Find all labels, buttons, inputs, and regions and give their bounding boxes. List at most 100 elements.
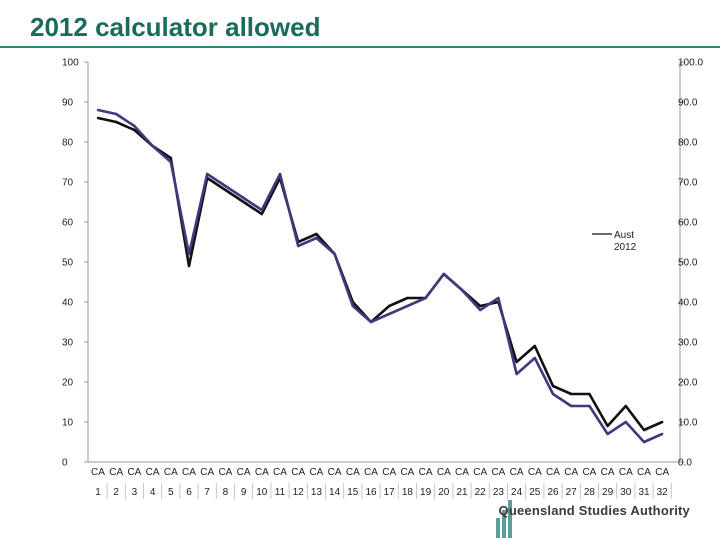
- x-tick-label: 1: [95, 487, 101, 498]
- x-tick-label-prefix: CA: [582, 467, 596, 478]
- data-point-2012: [115, 112, 118, 116]
- y-tick-label-right: 100.0: [678, 58, 703, 69]
- x-tick-label: 7: [204, 487, 210, 498]
- logo-mark: [496, 500, 516, 538]
- x-tick-label: 20: [438, 487, 450, 498]
- plot-area: [87, 62, 681, 463]
- data-point-2012: [224, 184, 227, 188]
- x-tick-label: 18: [402, 487, 414, 498]
- data-point-2012: [242, 196, 245, 200]
- data-point-aust: [606, 424, 609, 428]
- data-point-2012: [479, 308, 482, 312]
- x-tick-label: 16: [365, 487, 377, 498]
- series-line-aust: [97, 116, 663, 432]
- x-tick-label: 26: [547, 487, 559, 498]
- data-point-aust: [642, 428, 646, 432]
- data-point-2012: [369, 320, 373, 324]
- x-tick-label-prefix: CA: [364, 467, 378, 478]
- x-tick-label-prefix: CA: [601, 467, 615, 478]
- x-tick-label: 30: [620, 487, 632, 498]
- y-tick-label-right: 90.0: [678, 98, 698, 109]
- x-tick-label-prefix: CA: [473, 467, 487, 478]
- data-point-2012: [351, 304, 354, 308]
- data-point-2012: [96, 108, 100, 112]
- data-point-2012: [260, 208, 263, 212]
- data-point-aust: [224, 188, 227, 192]
- y-tick-label-right: 40.0: [678, 298, 698, 309]
- y-tick-label-right: 80.0: [678, 138, 698, 149]
- x-axis: CA 1 CA 2 CA 3 CA 4 CA 5 CA 6 CA 7 CA 8 CA 9 CA 10 CA 11 CA 12 C…: [91, 467, 672, 499]
- x-tick-label-prefix: CA: [437, 467, 451, 478]
- x-tick-label: 31: [638, 487, 650, 498]
- organization-logo: Queensland Studies Authority: [498, 503, 690, 518]
- data-point-aust: [570, 392, 573, 396]
- x-tick-label-prefix: CA: [455, 467, 469, 478]
- legend: Aust 2012: [592, 230, 637, 253]
- x-tick-label: 2: [113, 487, 119, 498]
- x-tick-label-prefix: CA: [546, 467, 560, 478]
- data-point-aust: [242, 200, 245, 204]
- data-point-aust: [479, 304, 482, 308]
- data-point-aust: [624, 404, 627, 408]
- x-tick-label-prefix: CA: [619, 467, 633, 478]
- x-tick-label-prefix: CA: [255, 467, 269, 478]
- y-tick-label-right: 30.0: [678, 338, 698, 349]
- data-point-2012: [151, 144, 154, 148]
- x-tick-label-prefix: CA: [309, 467, 323, 478]
- x-tick-label-prefix: CA: [91, 467, 105, 478]
- x-tick-label: 3: [132, 487, 138, 498]
- x-tick-label: 13: [311, 487, 323, 498]
- x-tick-label: 17: [384, 487, 396, 498]
- x-tick-label-prefix: CA: [328, 467, 342, 478]
- y-tick-label-right: 10.0: [678, 418, 698, 429]
- y-tick-label-right: 50.0: [678, 258, 698, 269]
- x-tick-label-prefix: CA: [218, 467, 232, 478]
- data-point-2012: [133, 124, 136, 128]
- x-tick-label: 23: [493, 487, 505, 498]
- data-point-aust: [169, 156, 172, 160]
- data-point-2012: [515, 372, 518, 376]
- data-point-aust: [661, 420, 664, 424]
- x-tick-label-prefix: CA: [346, 467, 360, 478]
- data-point-2012: [642, 440, 646, 444]
- x-tick-label: 6: [186, 487, 192, 498]
- x-tick-label-prefix: CA: [146, 467, 160, 478]
- x-tick-label: 29: [602, 487, 614, 498]
- x-tick-label: 22: [475, 487, 487, 498]
- x-tick-label: 4: [150, 487, 156, 498]
- y-tick-label-left: 30: [62, 338, 74, 349]
- y-tick-label-right: 0.0: [678, 458, 692, 469]
- data-point-2012: [406, 304, 409, 308]
- y-tick-label-left: 90: [62, 98, 74, 109]
- x-tick-label: 27: [566, 487, 578, 498]
- y-tick-label-right: 20.0: [678, 378, 698, 389]
- x-tick-label-prefix: CA: [637, 467, 651, 478]
- y-tick-label-left: 50: [62, 258, 74, 269]
- y-axis-right: 0.0 10.0 20.0 30.0 40.0 50.0 60.0 70.0 80.0 90.0 1…: [678, 58, 703, 469]
- data-point-aust: [533, 344, 536, 348]
- series-line-2012: [97, 108, 663, 444]
- data-point-2012: [333, 252, 336, 256]
- x-tick-label: 21: [456, 487, 468, 498]
- data-point-2012: [206, 172, 209, 176]
- data-point-aust: [515, 360, 518, 364]
- x-tick-label-prefix: CA: [237, 467, 251, 478]
- data-point-2012: [497, 296, 500, 300]
- y-tick-label-left: 100: [62, 58, 79, 69]
- x-tick-label: 32: [657, 487, 669, 498]
- data-point-aust: [315, 232, 318, 236]
- data-point-2012: [187, 252, 191, 256]
- x-tick-label: 9: [241, 487, 247, 498]
- data-point-2012: [533, 356, 536, 360]
- legend-entry-2012: 2012: [614, 242, 637, 253]
- y-axis-left: 0 10 20 30 40 50 60 70 80 90 100: [62, 58, 88, 469]
- x-tick-label-prefix: CA: [400, 467, 414, 478]
- y-tick-label-left: 80: [62, 138, 74, 149]
- data-point-2012: [297, 244, 300, 248]
- x-tick-label-prefix: CA: [127, 467, 141, 478]
- y-tick-label-left: 60: [62, 218, 74, 229]
- data-point-2012: [551, 392, 555, 396]
- y-tick-label-left: 40: [62, 298, 74, 309]
- x-tick-label-prefix: CA: [164, 467, 178, 478]
- data-point-2012: [315, 236, 318, 240]
